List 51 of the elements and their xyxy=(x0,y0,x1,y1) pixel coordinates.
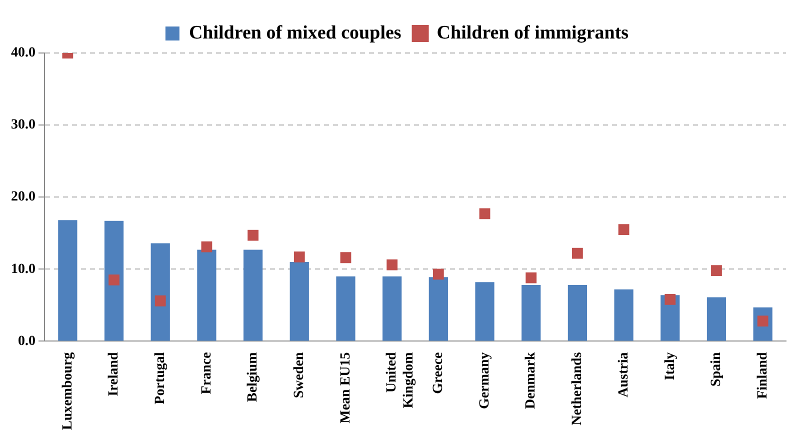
bar xyxy=(290,262,309,341)
bar xyxy=(522,285,541,341)
bar xyxy=(428,277,448,341)
point xyxy=(201,241,212,252)
point xyxy=(294,251,305,262)
x-tick-label: Denmark xyxy=(524,352,539,409)
bar xyxy=(150,243,170,341)
bar xyxy=(58,220,78,341)
point xyxy=(248,230,258,241)
bar xyxy=(243,250,263,341)
x-tick-label: Italy xyxy=(662,352,678,380)
x-tick-label: Netherlands xyxy=(570,352,586,426)
point xyxy=(386,259,398,270)
point xyxy=(340,252,352,264)
x-tick-label: Finland xyxy=(755,352,770,399)
y-tick-label: 40.0 xyxy=(11,46,36,61)
point xyxy=(526,272,537,284)
point xyxy=(108,274,120,286)
bar xyxy=(382,276,402,341)
x-tick-label: United Kingdom xyxy=(384,352,416,408)
y-tick-label: 10.0 xyxy=(11,262,36,277)
point xyxy=(432,268,444,280)
point xyxy=(711,265,722,276)
x-tick-label: France xyxy=(199,352,214,394)
x-tick-label: Greece xyxy=(431,352,446,394)
x-tick-label: Belgium xyxy=(246,352,261,402)
bar xyxy=(475,282,494,341)
legend-label: Children of mixed couples xyxy=(188,22,402,44)
point xyxy=(154,295,166,306)
x-tick-label: Luxembourg xyxy=(60,352,76,430)
point xyxy=(572,248,583,259)
bar xyxy=(197,250,216,341)
bar xyxy=(568,285,588,341)
x-tick-label: Ireland xyxy=(106,352,122,396)
x-tick-label: Germany xyxy=(477,352,492,409)
y-tick-label: 0.0 xyxy=(18,334,36,349)
x-tick-label: Portugal xyxy=(152,352,168,404)
point xyxy=(618,224,630,235)
legend-label: Children of immigrants xyxy=(436,22,629,44)
point xyxy=(664,294,676,305)
bar xyxy=(104,220,124,341)
y-tick-label: 30.0 xyxy=(11,118,36,133)
bar xyxy=(614,289,634,341)
x-tick-label: Sweden xyxy=(292,352,307,398)
x-tick-label: Spain xyxy=(709,352,724,386)
x-tick-label: Austria xyxy=(616,352,632,398)
y-tick-label: 20.0 xyxy=(11,190,36,205)
bar xyxy=(336,276,356,341)
point xyxy=(479,208,490,220)
x-tick-label: Mean EU15 xyxy=(338,352,354,424)
bar xyxy=(706,297,726,341)
